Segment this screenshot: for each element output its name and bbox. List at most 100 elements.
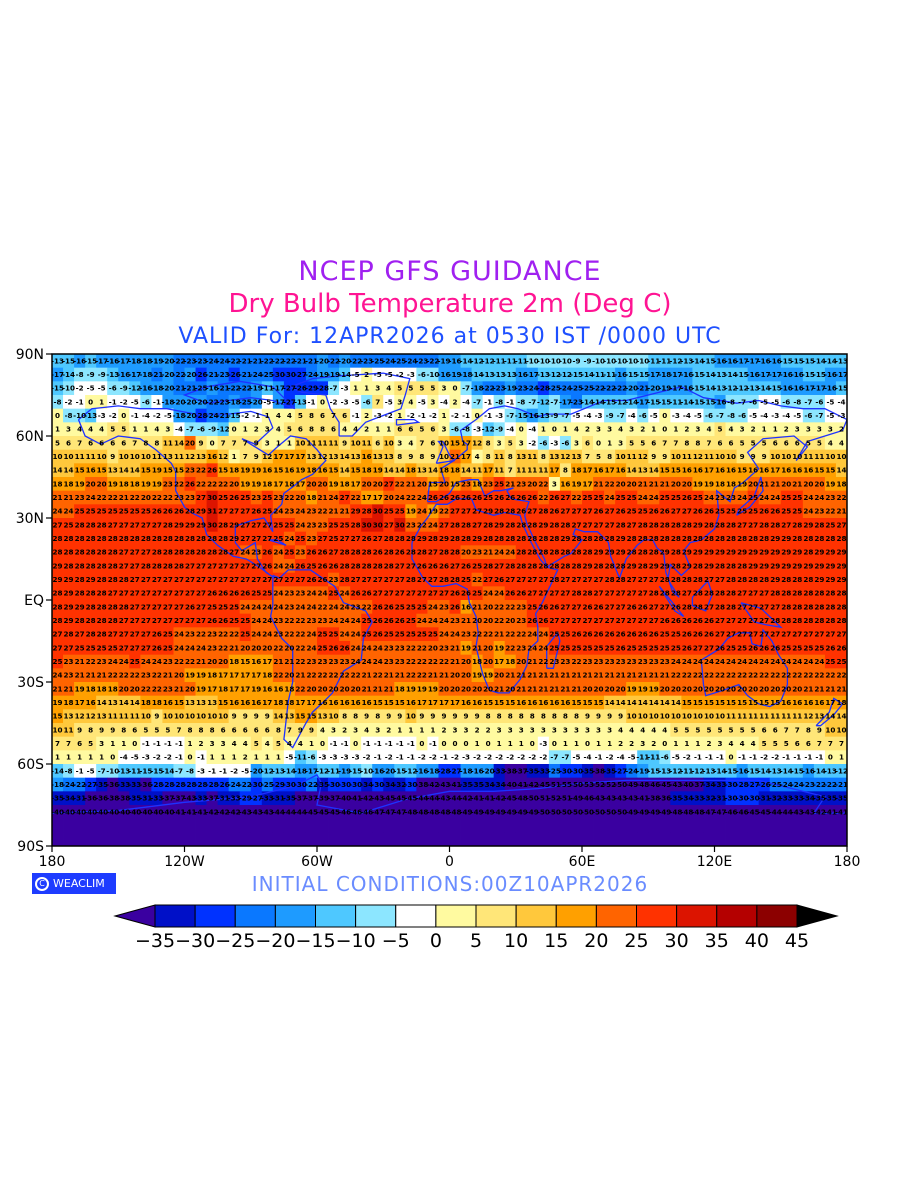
grid-cell bbox=[173, 709, 185, 724]
grid-value: -32 bbox=[393, 780, 406, 789]
grid-value: 24 bbox=[340, 589, 350, 598]
grid-value: 27 bbox=[351, 534, 361, 543]
grid-value: 27 bbox=[185, 589, 195, 598]
grid-value: 28 bbox=[351, 548, 361, 557]
grid-value: 25 bbox=[494, 479, 504, 488]
grid-value: -15 bbox=[747, 766, 760, 775]
grid-value: 22 bbox=[538, 479, 548, 488]
grid-value: 19 bbox=[494, 643, 504, 652]
grid-cell bbox=[228, 504, 241, 519]
grid-cell bbox=[504, 531, 517, 546]
grid-value: -1 bbox=[429, 739, 437, 748]
grid-cell bbox=[52, 354, 64, 369]
grid-cell bbox=[780, 545, 793, 560]
grid-value: 28 bbox=[770, 616, 780, 625]
grid-cell bbox=[769, 627, 782, 642]
grid-cell bbox=[570, 682, 583, 697]
grid-cell bbox=[52, 818, 64, 833]
grid-value: 14 bbox=[174, 438, 184, 447]
grid-cell bbox=[670, 764, 682, 779]
grid-value: 13 bbox=[64, 712, 74, 721]
grid-value: -10 bbox=[526, 356, 539, 365]
grid-value: 25 bbox=[218, 602, 228, 611]
grid-cell bbox=[526, 572, 539, 587]
grid-cell bbox=[681, 641, 693, 656]
grid-value: 21 bbox=[196, 657, 206, 666]
grid-value: -34 bbox=[680, 794, 693, 803]
grid-cell bbox=[703, 449, 715, 464]
grid-cell bbox=[206, 764, 219, 779]
grid-cell bbox=[328, 723, 340, 738]
grid-value: 7 bbox=[243, 452, 248, 461]
grid-value: 24 bbox=[351, 630, 361, 639]
grid-value: 2 bbox=[364, 370, 369, 379]
grid-value: 27 bbox=[196, 616, 206, 625]
grid-value: 5 bbox=[706, 725, 711, 734]
grid-value: -48 bbox=[515, 794, 528, 803]
grid-value: 27 bbox=[594, 520, 604, 529]
grid-value: 17 bbox=[229, 671, 239, 680]
grid-value: 0 bbox=[729, 753, 734, 762]
grid-cell bbox=[184, 518, 196, 533]
grid-value: -46 bbox=[581, 794, 594, 803]
grid-value: 23 bbox=[284, 602, 294, 611]
grid-value: 27 bbox=[130, 548, 140, 557]
grid-value: 27 bbox=[196, 589, 206, 598]
grid-cell bbox=[438, 490, 450, 505]
grid-cell bbox=[670, 805, 682, 820]
grid-cell bbox=[184, 654, 196, 669]
grid-value: 22 bbox=[417, 657, 427, 666]
grid-cell bbox=[548, 791, 561, 806]
grid-cell bbox=[339, 436, 351, 451]
grid-value: 8 bbox=[397, 452, 402, 461]
grid-value: -8 bbox=[54, 397, 62, 406]
grid-value: -7 bbox=[550, 397, 558, 406]
grid-cell bbox=[107, 627, 119, 642]
grid-cell bbox=[118, 613, 130, 628]
grid-value: 12 bbox=[803, 712, 813, 721]
grid-cell bbox=[361, 477, 373, 492]
grid-cell bbox=[151, 381, 163, 396]
grid-value: 26 bbox=[549, 493, 559, 502]
grid-value: 25 bbox=[306, 561, 316, 570]
grid-cell bbox=[758, 463, 771, 478]
grid-value: 27 bbox=[516, 575, 526, 584]
coastline bbox=[77, 405, 327, 579]
grid-cell bbox=[725, 654, 737, 669]
grid-value: 20 bbox=[141, 493, 151, 502]
grid-cell bbox=[272, 709, 285, 724]
grid-cell bbox=[228, 695, 241, 710]
grid-cell bbox=[52, 777, 64, 792]
grid-value: 27 bbox=[152, 520, 162, 529]
grid-cell bbox=[504, 408, 517, 423]
grid-value: 29 bbox=[781, 534, 791, 543]
grid-value: 28 bbox=[781, 616, 791, 625]
grid-cell bbox=[162, 559, 174, 574]
grid-value: 25 bbox=[395, 507, 405, 516]
grid-value: 2 bbox=[364, 425, 369, 434]
grid-value: 15 bbox=[759, 698, 769, 707]
grid-cell bbox=[813, 695, 826, 710]
grid-cell bbox=[427, 531, 439, 546]
grid-value: 11 bbox=[362, 438, 372, 447]
grid-cell bbox=[151, 518, 163, 533]
grid-cell bbox=[261, 764, 274, 779]
grid-value: 3 bbox=[453, 725, 458, 734]
grid-cell bbox=[350, 381, 362, 396]
grid-cell bbox=[714, 531, 726, 546]
grid-value: 20 bbox=[792, 684, 802, 693]
grid-cell bbox=[703, 408, 715, 423]
grid-value: 5 bbox=[419, 425, 424, 434]
grid-cell bbox=[228, 668, 241, 683]
grid-cell bbox=[107, 764, 119, 779]
grid-value: 22 bbox=[329, 671, 339, 680]
grid-value: 11 bbox=[792, 712, 802, 721]
grid-cell bbox=[394, 381, 406, 396]
grid-cell bbox=[648, 463, 660, 478]
grid-cell bbox=[427, 463, 439, 478]
grid-value: 22 bbox=[340, 671, 350, 680]
grid-value: 25 bbox=[284, 520, 294, 529]
grid-cell bbox=[835, 477, 847, 492]
grid-value: -17 bbox=[559, 397, 572, 406]
temperature-map: -13-15-16-15-17-16-17-18-18-19-20-22-23-… bbox=[16, 347, 861, 950]
